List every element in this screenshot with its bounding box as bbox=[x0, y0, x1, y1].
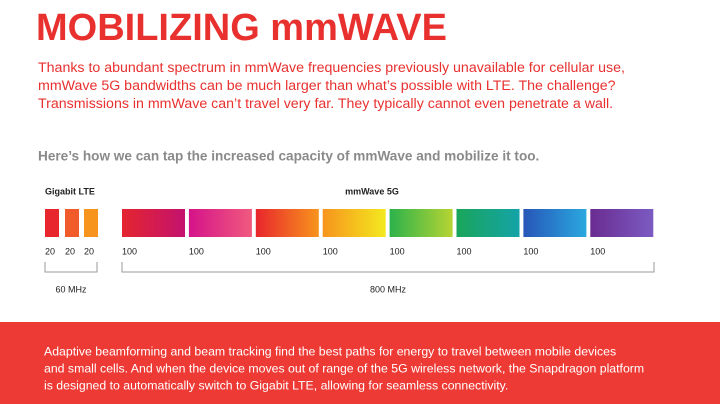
band-label: 100 bbox=[189, 246, 204, 256]
lte-block bbox=[65, 209, 79, 237]
band-label: 100 bbox=[590, 246, 605, 256]
lte-block bbox=[45, 209, 59, 237]
band-label: 20 bbox=[84, 246, 94, 256]
mmwave-block bbox=[523, 209, 587, 237]
total-label: 60 MHz bbox=[55, 284, 87, 294]
band-label: 100 bbox=[523, 246, 538, 256]
band-label: 100 bbox=[457, 246, 472, 256]
mmwave-block bbox=[456, 209, 520, 237]
title: MOBILIZING mmWAVE bbox=[36, 7, 447, 49]
lte-block bbox=[84, 209, 98, 237]
mmwave-block bbox=[322, 209, 386, 237]
group-label: Gigabit LTE bbox=[45, 186, 95, 196]
intro-line: mmWave 5G bandwidths can be much larger … bbox=[38, 78, 616, 94]
intro-line: Thanks to abundant spectrum in mmWave fr… bbox=[38, 60, 625, 76]
band-blocks: 20 20 20 100 100 100 100 100 100 100 100 bbox=[45, 209, 654, 256]
footer-line: is designed to automatically switch to G… bbox=[44, 378, 508, 392]
intro-line: Transmissions in mmWave can’t travel ver… bbox=[38, 96, 613, 112]
band-label: 100 bbox=[390, 246, 405, 256]
footer-band bbox=[0, 322, 720, 404]
subtitle: Here’s how we can tap the increased capa… bbox=[38, 149, 539, 164]
bracket bbox=[121, 262, 655, 273]
group-label: mmWave 5G bbox=[345, 186, 399, 196]
mmwave-block bbox=[255, 209, 319, 237]
band-label: 20 bbox=[45, 246, 55, 256]
footer-line: and small cells. And when the device mov… bbox=[44, 361, 644, 375]
mmwave-block bbox=[590, 209, 654, 237]
mmwave-block bbox=[122, 209, 185, 237]
band-label: 20 bbox=[65, 246, 75, 256]
mmwave-block bbox=[389, 209, 453, 237]
bracket bbox=[44, 262, 98, 273]
footer-line: Adaptive beamforming and beam tracking f… bbox=[44, 344, 616, 358]
band-label: 100 bbox=[122, 246, 137, 256]
band-label: 100 bbox=[256, 246, 271, 256]
band-label: 100 bbox=[323, 246, 338, 256]
total-label: 800 MHz bbox=[370, 284, 407, 294]
mmwave-block bbox=[188, 209, 252, 237]
